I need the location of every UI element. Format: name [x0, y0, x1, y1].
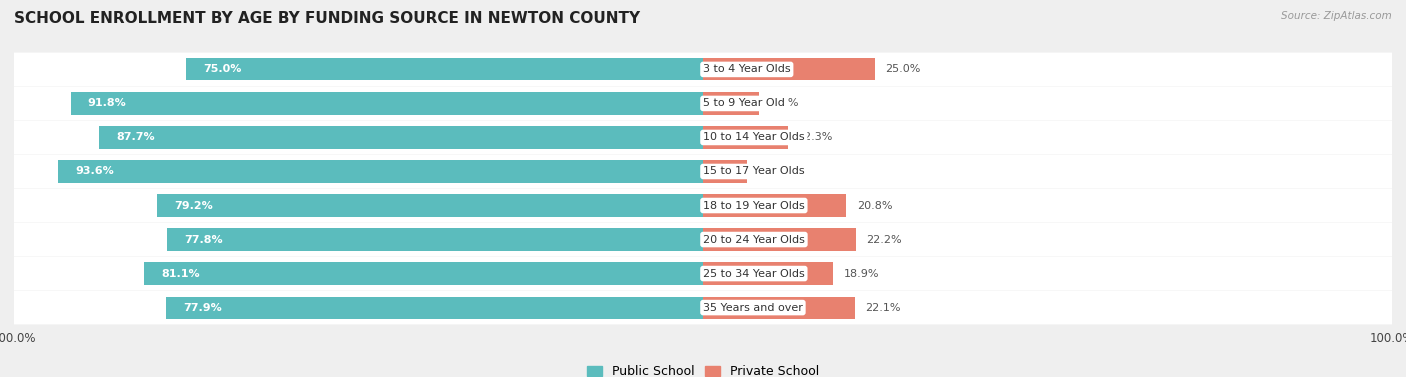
FancyBboxPatch shape: [14, 155, 1392, 188]
FancyBboxPatch shape: [14, 188, 1392, 222]
Text: 25 to 34 Year Olds: 25 to 34 Year Olds: [703, 268, 804, 279]
Bar: [98, 126, 703, 149]
Text: 77.8%: 77.8%: [184, 234, 224, 245]
Text: 75.0%: 75.0%: [204, 64, 242, 74]
Bar: [166, 297, 703, 319]
Bar: [703, 195, 846, 216]
Bar: [703, 126, 787, 149]
Text: Source: ZipAtlas.com: Source: ZipAtlas.com: [1281, 11, 1392, 21]
Legend: Public School, Private School: Public School, Private School: [582, 360, 824, 377]
FancyBboxPatch shape: [14, 52, 1392, 86]
Bar: [703, 297, 855, 319]
Text: 12.3%: 12.3%: [799, 132, 834, 143]
Text: 22.1%: 22.1%: [866, 303, 901, 313]
Bar: [186, 58, 703, 80]
Text: 91.8%: 91.8%: [87, 98, 127, 109]
Text: 20.8%: 20.8%: [856, 201, 893, 210]
Text: 3 to 4 Year Olds: 3 to 4 Year Olds: [703, 64, 790, 74]
Bar: [703, 262, 834, 285]
Text: 79.2%: 79.2%: [174, 201, 214, 210]
FancyBboxPatch shape: [14, 87, 1392, 120]
FancyBboxPatch shape: [14, 223, 1392, 256]
Text: 100.0%: 100.0%: [0, 332, 37, 345]
Bar: [70, 92, 703, 115]
Bar: [58, 161, 703, 182]
Text: 15 to 17 Year Olds: 15 to 17 Year Olds: [703, 167, 804, 176]
FancyBboxPatch shape: [14, 291, 1392, 325]
Text: 8.2%: 8.2%: [770, 98, 799, 109]
Bar: [157, 195, 703, 216]
Bar: [703, 58, 875, 80]
Text: 87.7%: 87.7%: [117, 132, 155, 143]
Text: 25.0%: 25.0%: [886, 64, 921, 74]
Text: 5 to 9 Year Old: 5 to 9 Year Old: [703, 98, 785, 109]
Text: 22.2%: 22.2%: [866, 234, 901, 245]
Text: 6.4%: 6.4%: [758, 167, 786, 176]
Text: 100.0%: 100.0%: [1369, 332, 1406, 345]
Text: 18.9%: 18.9%: [844, 268, 879, 279]
Bar: [703, 228, 856, 251]
Text: 81.1%: 81.1%: [162, 268, 200, 279]
Text: 10 to 14 Year Olds: 10 to 14 Year Olds: [703, 132, 804, 143]
Text: 18 to 19 Year Olds: 18 to 19 Year Olds: [703, 201, 804, 210]
FancyBboxPatch shape: [14, 257, 1392, 290]
Bar: [703, 92, 759, 115]
Bar: [703, 161, 747, 182]
Text: 77.9%: 77.9%: [184, 303, 222, 313]
Text: SCHOOL ENROLLMENT BY AGE BY FUNDING SOURCE IN NEWTON COUNTY: SCHOOL ENROLLMENT BY AGE BY FUNDING SOUR…: [14, 11, 640, 26]
Text: 20 to 24 Year Olds: 20 to 24 Year Olds: [703, 234, 804, 245]
Text: 93.6%: 93.6%: [76, 167, 114, 176]
Bar: [145, 262, 703, 285]
FancyBboxPatch shape: [14, 121, 1392, 154]
Bar: [167, 228, 703, 251]
Text: 35 Years and over: 35 Years and over: [703, 303, 803, 313]
